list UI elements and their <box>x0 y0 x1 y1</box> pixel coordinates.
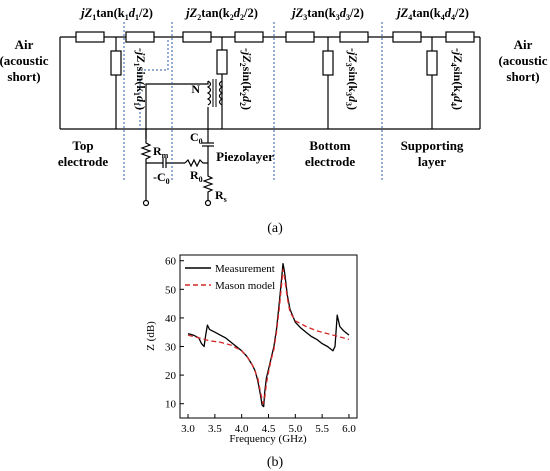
x-tick-label: 3.0 <box>181 423 195 435</box>
shunt-branch-3 <box>322 37 334 129</box>
series-impedance <box>182 31 212 43</box>
boundary-left-line-2: (acoustic <box>0 53 49 68</box>
panel-a-tag: (a) <box>267 221 283 236</box>
series-impedance <box>285 31 315 43</box>
x-tick-label: 5.5 <box>315 423 329 435</box>
terminal <box>204 199 212 207</box>
series-label-4: jZ4tan(k4d4/2) <box>395 6 469 22</box>
layer-bottom-electrode-2: electrode <box>305 154 356 169</box>
component-labels: Rm C0 -C0 R0 Rs <box>153 130 227 204</box>
boundary-right-line-3: short) <box>506 69 539 84</box>
y-tick-label: 10 <box>165 399 177 411</box>
layer-labels: Top electrode Piezolayer Bottom electrod… <box>58 138 464 169</box>
label-rm: Rm <box>153 144 169 160</box>
layer-top-electrode-2: electrode <box>58 154 109 169</box>
series-impedance <box>234 31 264 43</box>
y-tick-label: 20 <box>165 370 177 382</box>
boundary-right-line-1: Air <box>514 37 533 52</box>
x-axis-label: Frequency (GHz) <box>229 433 307 445</box>
y-ticks: 10 20 30 40 50 60 <box>165 256 184 411</box>
x-ticks: 3.0 3.5 4.0 4.5 5.0 5.5 6.0 <box>181 414 356 435</box>
electrical-port <box>140 81 214 200</box>
y-axis-label: Z (dB) <box>145 321 157 351</box>
series-line-mason-model <box>187 268 350 405</box>
impedance-chart: 10 20 30 40 50 60 3.0 3.5 4.0 4.5 5.0 5.5 6.0 Measu… <box>145 254 358 445</box>
series-layer <box>187 262 350 408</box>
layer-piezolayer: Piezolayer <box>216 149 274 164</box>
y-tick-label: 40 <box>165 313 177 325</box>
boundary-left-line-1: Air <box>15 37 34 52</box>
x-tick-label: 4.0 <box>235 423 249 435</box>
layer-bottom-electrode-1: Bottom <box>309 138 350 153</box>
x-tick-label: 6.0 <box>342 423 356 435</box>
shunt-branch-4 <box>426 37 438 129</box>
y-tick-label: 60 <box>165 256 177 268</box>
shunt-label-3: -jZ3sin(k3d3) <box>344 48 360 110</box>
series-impedance <box>339 31 369 43</box>
layer-dividers <box>123 22 383 180</box>
x-tick-label: 3.5 <box>208 423 222 435</box>
x-tick-label: 5.0 <box>288 423 302 435</box>
series-impedance <box>392 31 422 43</box>
series-impedance <box>75 31 105 43</box>
terminal <box>142 199 150 207</box>
boundary-right-line-2: (acoustic <box>498 53 547 68</box>
y-tick-label: 50 <box>165 284 177 296</box>
label-c0-series: C0 <box>190 130 203 146</box>
boundary-left: Air (acoustic short) <box>0 37 49 84</box>
layer-supporting-1: Supporting <box>401 138 464 153</box>
shunt-label-1: -jZ1sin(k1d1) <box>132 48 148 110</box>
boundary-left-line-3: short) <box>7 69 40 84</box>
series-labels: jZ1tan(k1d1/2) jZ2tan(k2d2/2) jZ3tan(k3d… <box>79 6 469 22</box>
label-c0-neg: -C0 <box>153 170 170 186</box>
series-label-2: jZ2tan(k2d2/2) <box>184 6 258 22</box>
series-line-measurement <box>187 262 350 408</box>
legend: Measurement Mason model <box>185 263 275 292</box>
shunt-branch-2 <box>216 37 228 129</box>
panel-b-tag: (b) <box>267 455 284 470</box>
legend-label-mason: Mason model <box>215 280 275 292</box>
label-r0: R0 <box>190 168 203 184</box>
shunt-label-4: -jZ4sin(k4d4) <box>449 48 465 110</box>
shunt-branch-1 <box>110 37 122 129</box>
boundary-right: Air (acoustic short) <box>498 37 547 84</box>
mason-circuit <box>59 22 481 207</box>
transformer-label: N <box>191 82 200 96</box>
x-tick-label: 4.5 <box>262 423 276 435</box>
label-rs: Rs <box>215 188 227 204</box>
series-label-1: jZ1tan(k1d1/2) <box>79 6 153 22</box>
shunt-labels: -jZ1sin(k1d1) -jZ2sin(k2d2) -jZ3sin(k3d3… <box>132 48 465 110</box>
legend-label-measurement: Measurement <box>215 263 275 275</box>
series-impedance <box>125 31 155 43</box>
series-label-3: jZ3tan(k3d3/2) <box>290 6 364 22</box>
series-impedance <box>445 31 475 43</box>
transformer <box>206 79 224 107</box>
layer-top-electrode-1: Top <box>72 138 93 153</box>
shunt-label-2: -jZ2sin(k2d2) <box>238 48 254 110</box>
layer-supporting-2: layer <box>418 154 446 169</box>
y-tick-label: 30 <box>165 342 177 354</box>
